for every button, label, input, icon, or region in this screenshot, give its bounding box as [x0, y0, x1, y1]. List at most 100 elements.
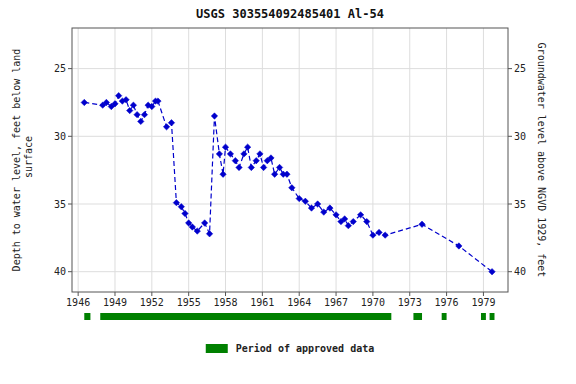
series-marker: [227, 151, 233, 157]
series-marker: [216, 151, 222, 157]
y2-tick: [508, 68, 512, 69]
series-marker: [236, 164, 242, 170]
grid-line-y: [72, 271, 508, 272]
approved-period-bar: [490, 313, 495, 320]
series-marker: [149, 103, 155, 109]
series-marker: [241, 151, 247, 157]
y-tick-label: 25: [54, 63, 66, 74]
x-tick: [262, 292, 263, 296]
legend-swatch: [206, 344, 228, 353]
approved-period-bar: [481, 313, 486, 320]
series-marker: [155, 98, 161, 104]
y2-tick: [508, 136, 512, 137]
x-tick: [225, 292, 226, 296]
y-label-line: surface: [23, 136, 34, 184]
grid-line-y: [72, 204, 508, 205]
series-marker: [81, 99, 87, 105]
series-marker: [456, 243, 462, 249]
series-marker: [220, 171, 226, 177]
approved-periods: [84, 313, 494, 320]
series-marker: [248, 164, 254, 170]
series-marker: [302, 198, 308, 204]
grid-line-x: [225, 28, 226, 292]
series-marker: [211, 113, 217, 119]
series-marker: [370, 232, 376, 238]
series-marker: [103, 99, 109, 105]
grid-line-x: [446, 28, 447, 292]
x-tick: [78, 292, 79, 296]
y-label-group: Depth to water level, feet below land su…: [11, 49, 34, 272]
x-tick: [151, 292, 152, 296]
grid-line-x: [336, 28, 337, 292]
series-marker: [268, 155, 274, 161]
y2-axis: 25303540: [508, 63, 526, 277]
y2-tick: [508, 271, 512, 272]
series-marker: [321, 209, 327, 215]
y-tick: [68, 204, 72, 205]
x-tick-label: 1949: [103, 297, 127, 308]
x-tick: [483, 292, 484, 296]
series-marker: [364, 218, 370, 224]
grid-line-x: [188, 28, 189, 292]
x-tick-label: 1955: [177, 297, 201, 308]
series-marker: [257, 151, 263, 157]
series-marker: [115, 92, 121, 98]
series-marker: [222, 144, 228, 150]
x-tick: [372, 292, 373, 296]
series-marker: [182, 210, 188, 216]
plot-area: [81, 92, 495, 274]
series-marker: [271, 171, 277, 177]
series-marker: [112, 101, 118, 107]
y2-tick-label: 40: [514, 266, 526, 277]
grid-line-x: [409, 28, 410, 292]
grid-line-x: [299, 28, 300, 292]
legend: Period of approved data: [206, 343, 374, 354]
x-tick: [336, 292, 337, 296]
x-tick-label: 1970: [361, 297, 385, 308]
series-marker: [341, 216, 347, 222]
grid-line-x: [372, 28, 373, 292]
series-marker: [260, 164, 266, 170]
x-tick: [299, 292, 300, 296]
series-marker: [314, 201, 320, 207]
y2-tick-label: 35: [514, 199, 526, 210]
y2-tick: [508, 204, 512, 205]
series-marker: [276, 164, 282, 170]
x-tick-label: 1973: [398, 297, 422, 308]
x-tick: [409, 292, 410, 296]
series-marker: [350, 218, 356, 224]
series-marker: [345, 222, 351, 228]
x-tick-label: 1952: [140, 297, 164, 308]
chart: 1946194919521955195819611964196719701973…: [0, 0, 576, 384]
x-tick: [188, 292, 189, 296]
y2-label-group: Groundwater level above NGVD 1929, feet: [536, 43, 547, 278]
y-tick-label: 35: [54, 199, 66, 210]
y-tick-label: 30: [54, 131, 66, 142]
grid-line-y: [72, 136, 508, 137]
series-line: [84, 96, 492, 272]
x-axis: 1946194919521955195819611964196719701973…: [66, 292, 495, 308]
series-marker: [168, 120, 174, 126]
series-marker: [130, 102, 136, 108]
grid-line-x: [483, 28, 484, 292]
series-marker: [382, 232, 388, 238]
title: USGS 303554092485401 Al-54: [196, 7, 384, 21]
x-tick-label: 1979: [471, 297, 495, 308]
series-marker: [333, 212, 339, 218]
approved-period-bar: [84, 313, 90, 320]
y-tick: [68, 68, 72, 69]
series-marker: [123, 97, 129, 103]
x-tick: [446, 292, 447, 296]
approved-period-bar: [413, 313, 422, 320]
series-marker: [244, 144, 250, 150]
y-tick-label: 40: [54, 266, 66, 277]
y-label-line: Depth to water level, feet below land: [11, 49, 22, 272]
grid-line-x: [151, 28, 152, 292]
x-tick-label: 1958: [213, 297, 237, 308]
series-marker: [189, 224, 195, 230]
series-marker: [127, 107, 133, 113]
series-marker: [232, 157, 238, 163]
series-marker: [206, 231, 212, 237]
series-marker: [163, 124, 169, 130]
y-tick: [68, 271, 72, 272]
